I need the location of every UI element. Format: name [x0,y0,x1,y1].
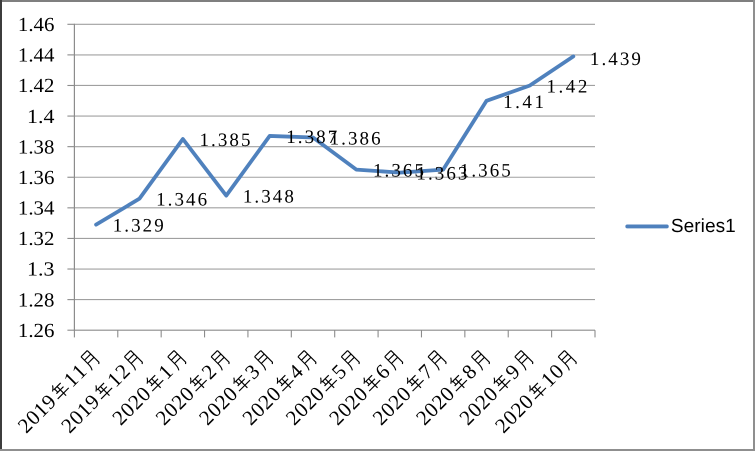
svg-text:1.32: 1.32 [18,228,55,250]
svg-text:1.439: 1.439 [590,49,641,70]
svg-text:1.46: 1.46 [18,14,55,36]
svg-text:1.36: 1.36 [18,167,55,189]
svg-text:1.4: 1.4 [27,106,54,128]
svg-text:1.363: 1.363 [416,164,467,185]
svg-text:1.3: 1.3 [27,259,54,281]
svg-text:1.42: 1.42 [18,75,55,97]
svg-text:1.42: 1.42 [547,76,588,97]
svg-text:1.38: 1.38 [18,136,55,158]
svg-text:1.329: 1.329 [113,216,164,237]
svg-text:1.346: 1.346 [156,190,207,211]
svg-text:1.365: 1.365 [373,161,424,182]
svg-text:1.385: 1.385 [199,130,250,151]
svg-text:1.348: 1.348 [243,187,294,208]
svg-text:1.44: 1.44 [18,45,55,67]
svg-text:1.41: 1.41 [503,92,544,113]
svg-text:Series1: Series1 [671,216,736,237]
svg-text:1.387: 1.387 [286,127,337,148]
svg-text:1.26: 1.26 [18,320,55,342]
svg-text:1.386: 1.386 [330,128,381,149]
svg-text:1.365: 1.365 [460,161,511,182]
svg-text:1.34: 1.34 [18,198,55,220]
svg-text:1.28: 1.28 [18,289,55,311]
